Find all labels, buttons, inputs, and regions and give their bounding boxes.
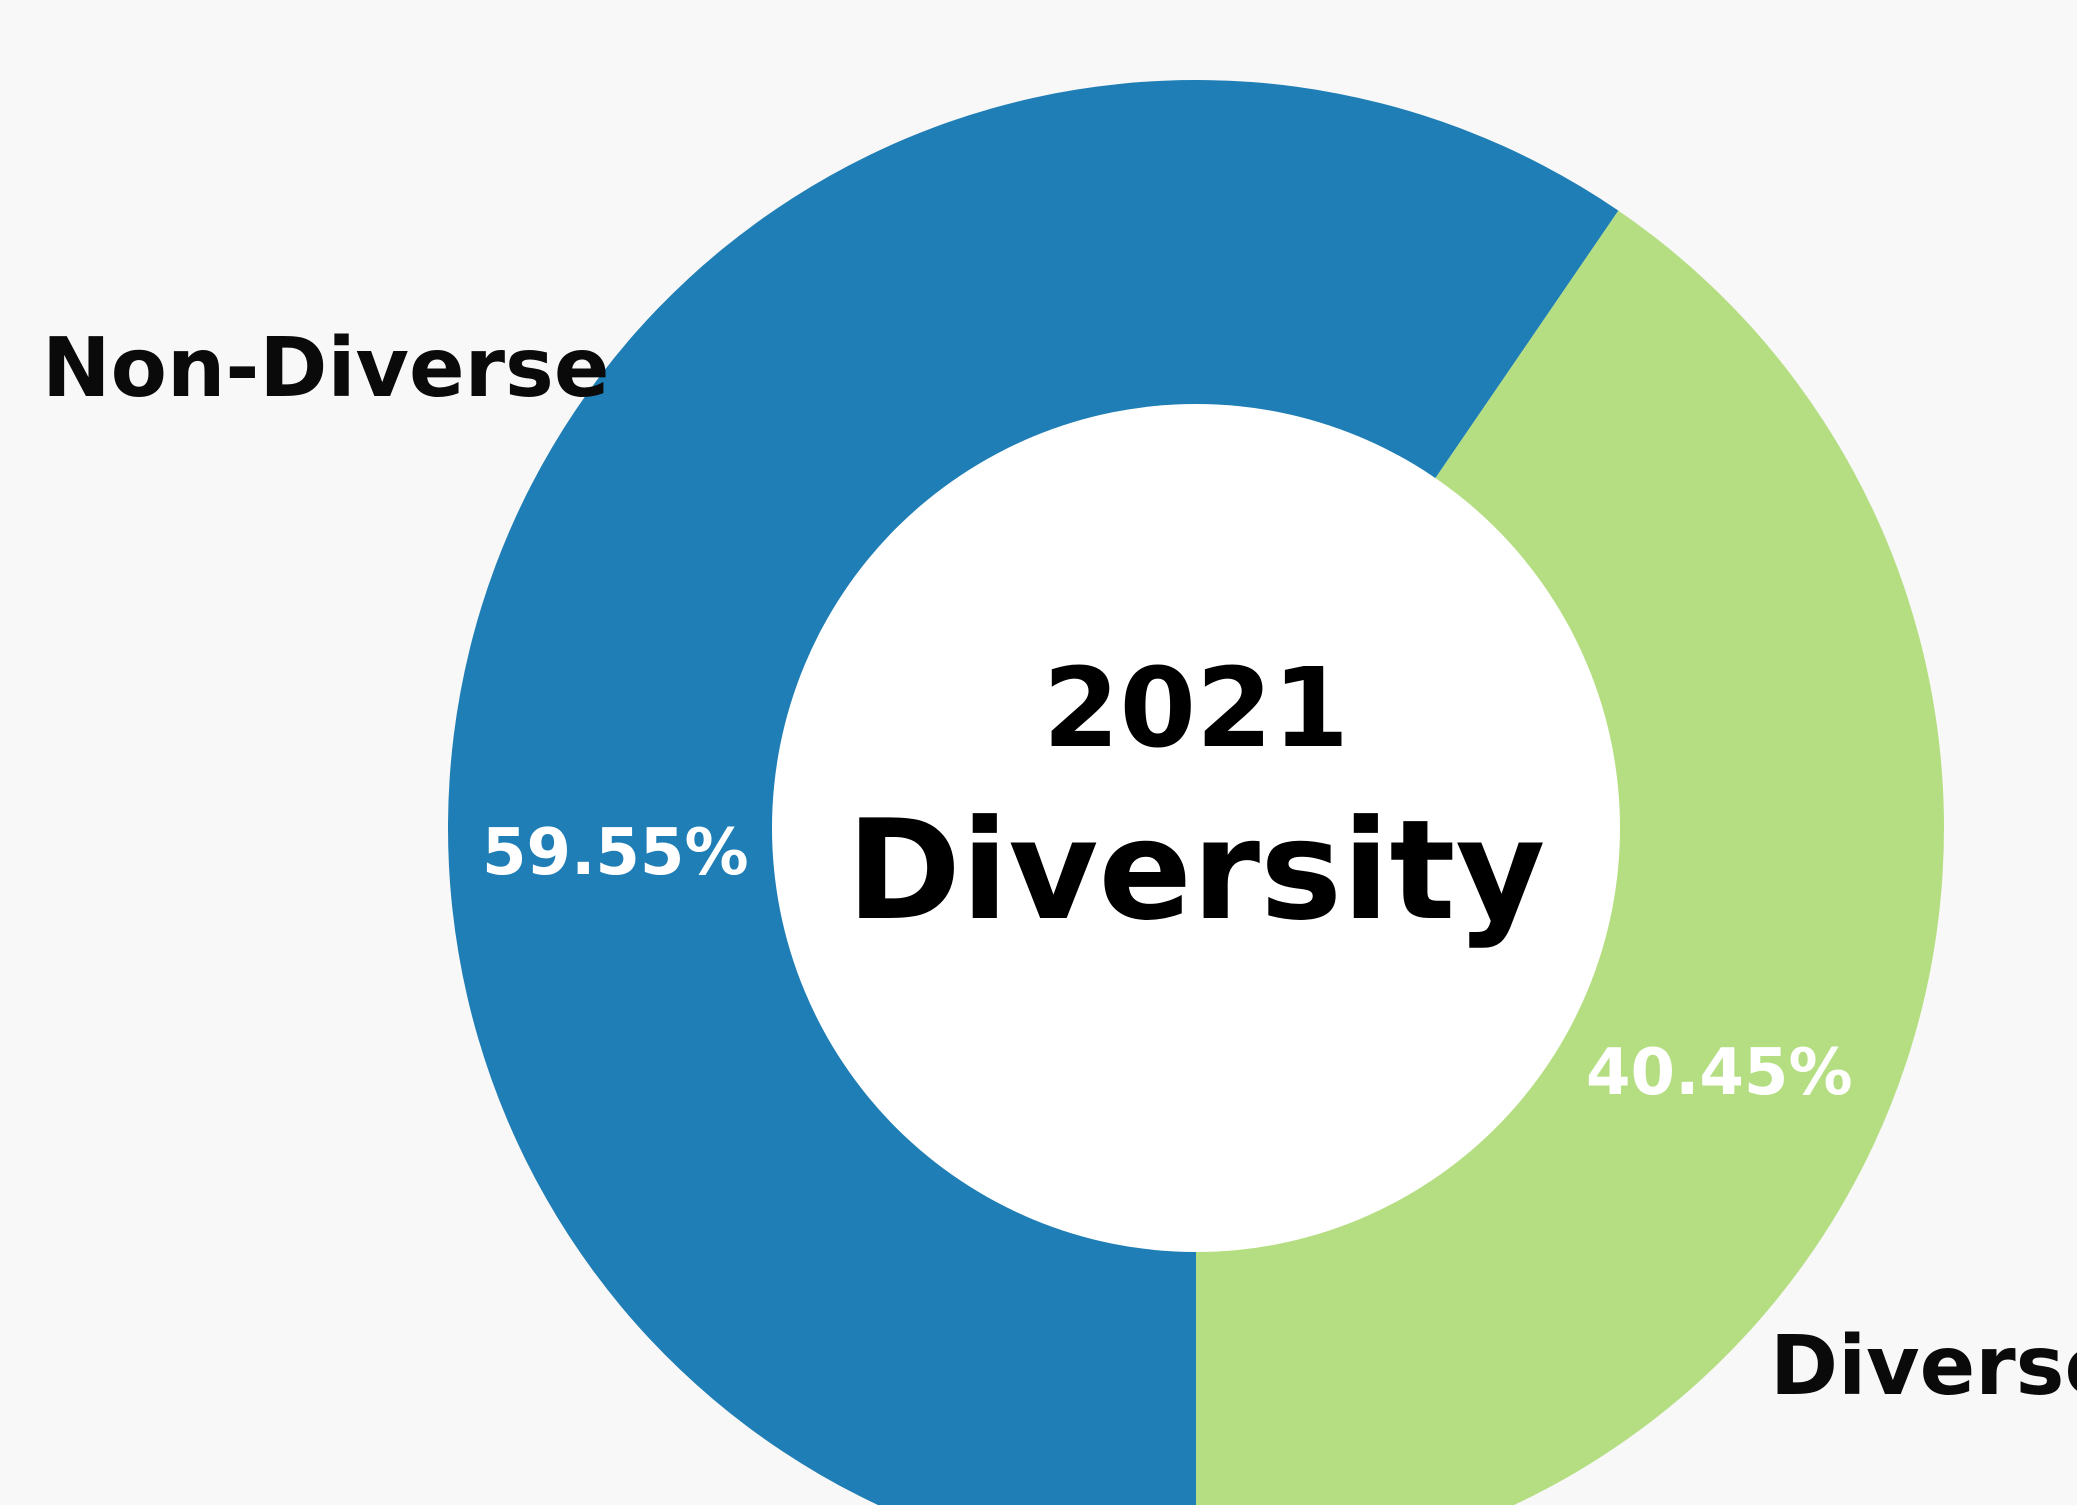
slice-value-label-diverse: 40.45% [1586, 1036, 1853, 1110]
slice-value-label-non-diverse: 59.55% [482, 816, 749, 890]
donut-hole [772, 404, 1620, 1252]
slice-label-non-diverse: Non-Diverse [42, 321, 609, 416]
chart-title-year: 2021 [1043, 644, 1349, 772]
chart-title-word: Diversity [847, 790, 1546, 951]
slice-label-diverse: Diverse [1770, 1319, 2077, 1414]
